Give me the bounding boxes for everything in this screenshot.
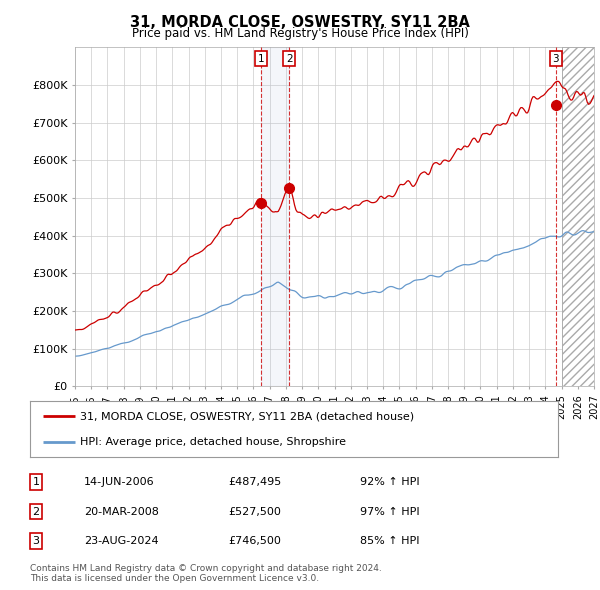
Text: 31, MORDA CLOSE, OSWESTRY, SY11 2BA (detached house): 31, MORDA CLOSE, OSWESTRY, SY11 2BA (det…	[80, 411, 414, 421]
Text: 3: 3	[553, 54, 559, 64]
Text: 3: 3	[32, 536, 40, 546]
Text: 2: 2	[286, 54, 293, 64]
Text: 85% ↑ HPI: 85% ↑ HPI	[360, 536, 419, 546]
Text: 97% ↑ HPI: 97% ↑ HPI	[360, 507, 419, 516]
Text: HPI: Average price, detached house, Shropshire: HPI: Average price, detached house, Shro…	[80, 437, 346, 447]
Text: 14-JUN-2006: 14-JUN-2006	[84, 477, 155, 487]
Bar	[261, 47, 289, 386]
Bar	[562, 47, 594, 386]
Text: 23-AUG-2024: 23-AUG-2024	[84, 536, 158, 546]
Text: 92% ↑ HPI: 92% ↑ HPI	[360, 477, 419, 487]
Text: Contains HM Land Registry data © Crown copyright and database right 2024.
This d: Contains HM Land Registry data © Crown c…	[30, 563, 382, 583]
Text: 1: 1	[257, 54, 264, 64]
Text: Price paid vs. HM Land Registry's House Price Index (HPI): Price paid vs. HM Land Registry's House …	[131, 27, 469, 40]
Text: 31, MORDA CLOSE, OSWESTRY, SY11 2BA: 31, MORDA CLOSE, OSWESTRY, SY11 2BA	[130, 15, 470, 30]
Text: £527,500: £527,500	[228, 507, 281, 516]
Text: £746,500: £746,500	[228, 536, 281, 546]
Text: 1: 1	[32, 477, 40, 487]
Text: 20-MAR-2008: 20-MAR-2008	[84, 507, 159, 516]
Text: £487,495: £487,495	[228, 477, 281, 487]
Text: 2: 2	[32, 507, 40, 516]
